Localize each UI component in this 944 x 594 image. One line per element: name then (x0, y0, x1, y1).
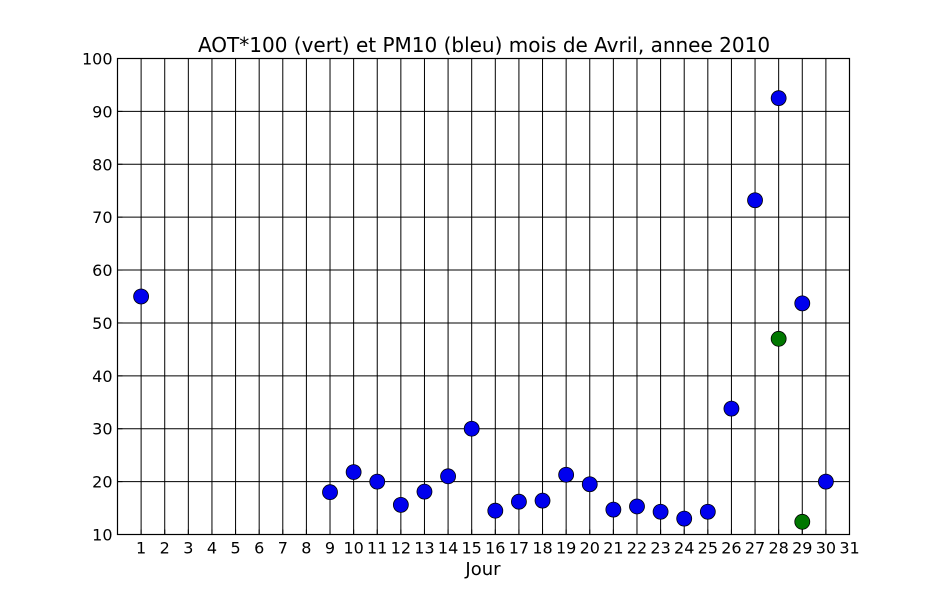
pm10-point (322, 484, 338, 501)
x-tick-label: 31 (839, 539, 859, 558)
pm10-point (392, 496, 409, 513)
pm10-point (652, 503, 669, 520)
pm10-point (581, 476, 598, 493)
x-axis: 1 2 3 4 5 6 7 8 9 10 11 12 13 14 15 16 17 18 19 20 21 22 23 24 2… (136, 529, 860, 558)
aot-point (794, 513, 811, 530)
x-tick-label: 21 (603, 539, 623, 558)
y-tick-label: 10 (92, 526, 112, 545)
x-tick-label: 3 (183, 539, 193, 558)
x-tick-label: 9 (325, 539, 335, 558)
y-tick-label: 30 (92, 420, 112, 439)
pm10-point (723, 400, 740, 417)
pm10-point (794, 295, 811, 312)
x-tick-label: 5 (230, 539, 240, 558)
pm10-point (699, 503, 716, 520)
y-tick-label: 60 (92, 261, 112, 280)
y-tick-label: 70 (92, 208, 112, 227)
pm10-point (487, 502, 504, 519)
pm10-point (534, 492, 551, 509)
x-tick-label: 24 (674, 539, 694, 558)
x-tick-label: 10 (343, 539, 363, 558)
x-tick-label: 19 (556, 539, 576, 558)
pm10-point (511, 493, 527, 510)
pm10-point (605, 501, 622, 518)
y-tick-label: 80 (92, 155, 112, 174)
x-tick-label: 4 (207, 539, 217, 558)
x-tick-label: 25 (698, 539, 718, 558)
pm10-point (416, 483, 433, 500)
pm10-point (463, 420, 480, 437)
y-axis: 10 20 30 40 50 60 70 80 90 100 (82, 50, 123, 545)
pm10-point (369, 473, 386, 490)
x-tick-label: 1 (136, 539, 146, 558)
pm10-point (558, 466, 575, 483)
x-tick-label: 18 (532, 539, 552, 558)
x-axis-label: Jour (464, 559, 501, 580)
x-tick-label: 15 (462, 539, 482, 558)
pm10-point (629, 498, 645, 515)
x-tick-label: 28 (768, 539, 788, 558)
pm10-point (747, 192, 763, 209)
pm10-point (440, 468, 456, 485)
pm10-point (676, 510, 693, 527)
pm10-point (770, 90, 787, 107)
grid (117, 58, 850, 535)
x-tick-label: 8 (301, 539, 311, 558)
x-tick-label: 29 (792, 539, 812, 558)
x-tick-label: 13 (414, 539, 434, 558)
x-tick-label: 2 (160, 539, 170, 558)
x-tick-label: 27 (745, 539, 765, 558)
x-tick-label: 20 (580, 539, 600, 558)
pm10-point (133, 288, 150, 305)
x-tick-label: 26 (721, 539, 741, 558)
aot-point (770, 330, 787, 347)
y-tick-label: 20 (92, 473, 112, 492)
x-tick-label: 7 (278, 539, 288, 558)
x-tick-label: 12 (391, 539, 411, 558)
x-tick-label: 23 (650, 539, 670, 558)
x-tick-label: 17 (509, 539, 529, 558)
x-tick-label: 30 (816, 539, 836, 558)
x-tick-label: 16 (485, 539, 505, 558)
x-tick-label: 14 (438, 539, 458, 558)
chart-title: AOT*100 (vert) et PM10 (bleu) mois de Av… (198, 33, 770, 57)
x-tick-label: 11 (367, 539, 387, 558)
pm10-point (345, 464, 362, 480)
y-tick-label: 50 (92, 314, 112, 333)
plot-points (133, 90, 834, 530)
x-tick-label: 6 (254, 539, 264, 558)
x-tick-label: 22 (627, 539, 647, 558)
plot-frame (116, 57, 851, 536)
y-tick-label: 100 (82, 50, 113, 69)
y-tick-label: 90 (92, 102, 112, 121)
pm10-point (817, 473, 834, 490)
y-tick-label: 40 (92, 367, 112, 386)
